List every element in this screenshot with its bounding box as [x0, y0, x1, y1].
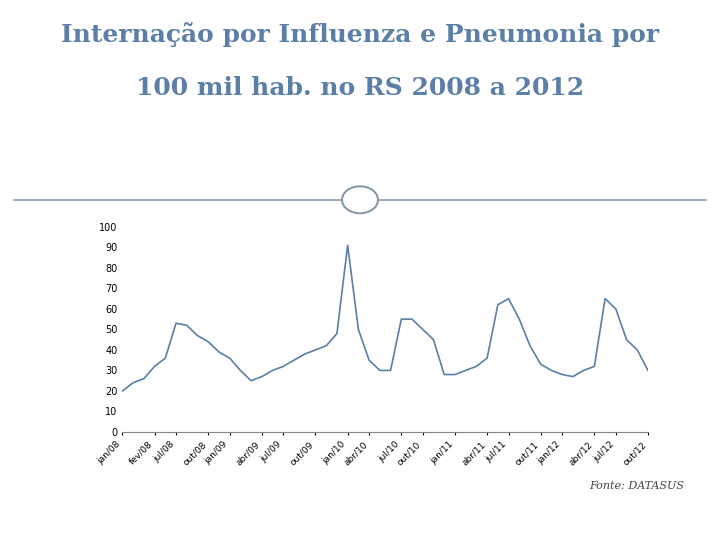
Text: Fonte: DATASUS: Fonte: DATASUS: [589, 481, 684, 491]
Text: 100 mil hab. no RS 2008 a 2012: 100 mil hab. no RS 2008 a 2012: [136, 76, 584, 99]
Text: Internação por Influenza e Pneumonia por: Internação por Influenza e Pneumonia por: [61, 22, 659, 46]
